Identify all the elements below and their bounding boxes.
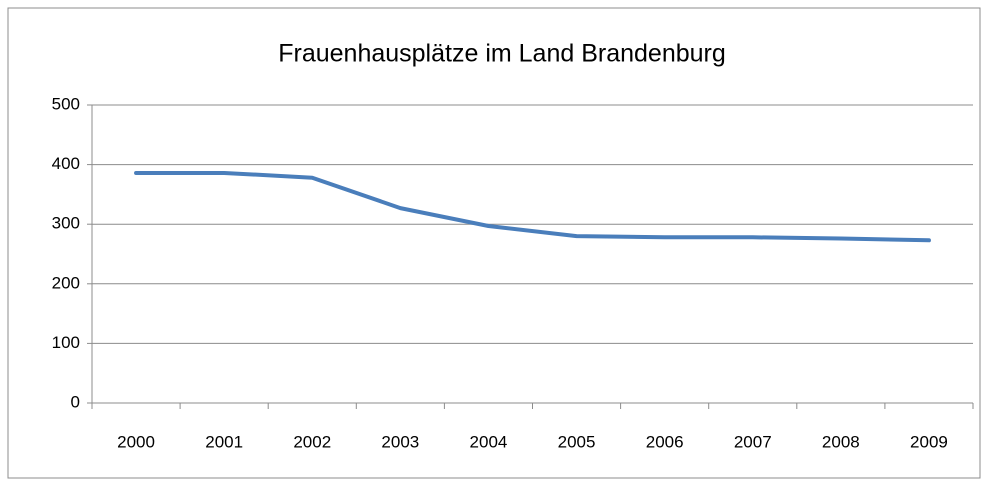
x-tick-label: 2008 bbox=[822, 432, 860, 451]
x-tick-label: 2002 bbox=[293, 432, 331, 451]
x-tick-label: 2009 bbox=[910, 432, 948, 451]
x-tick-label: 2004 bbox=[470, 432, 508, 451]
y-tick-label: 500 bbox=[52, 94, 80, 113]
x-tick-label: 2006 bbox=[646, 432, 684, 451]
data-line bbox=[134, 170, 931, 243]
chart-frame bbox=[7, 7, 981, 479]
chart-title: Frauenhausplätze im Land Brandenburg bbox=[278, 40, 726, 68]
y-tick-label: 400 bbox=[52, 154, 80, 173]
y-tick-label: 0 bbox=[71, 392, 80, 411]
y-tick-label: 100 bbox=[52, 333, 80, 352]
x-tick-label: 2001 bbox=[205, 432, 243, 451]
x-tick-label: 2005 bbox=[558, 432, 596, 451]
y-tick-label: 300 bbox=[52, 214, 80, 233]
x-tick-label: 2007 bbox=[734, 432, 772, 451]
x-tick-label: 2003 bbox=[381, 432, 419, 451]
x-tick-label: 2000 bbox=[117, 432, 155, 451]
y-tick-label: 200 bbox=[52, 273, 80, 292]
